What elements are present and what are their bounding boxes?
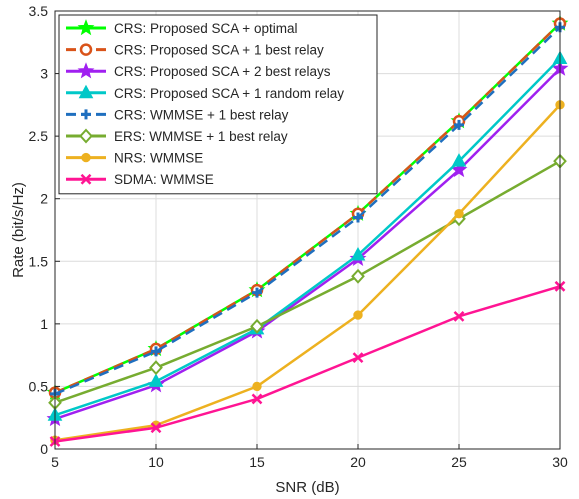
x-axis-label: SNR (dB): [275, 479, 339, 496]
data-point: [148, 373, 164, 387]
legend-marker: [78, 84, 94, 99]
legend-entry: CRS: Proposed SCA + 1 best relay: [66, 43, 324, 58]
legend-label: ERS: WMMSE + 1 best relay: [114, 129, 288, 144]
x-tick-label: 15: [249, 454, 265, 470]
legend: CRS: Proposed SCA + optimal CRS: Proposed…: [58, 14, 378, 195]
data-point: [252, 381, 262, 392]
legend-label: CRS: Proposed SCA + 1 best relay: [114, 43, 324, 58]
legend-entry: CRS: Proposed SCA + 1 random relay: [66, 84, 344, 101]
legend-entry: CRS: WMMSE + 1 best relay: [66, 107, 289, 122]
series-line: [54, 160, 561, 404]
legend-marker: [80, 173, 92, 185]
series-line: [54, 57, 561, 417]
series-line: [54, 22, 561, 394]
legend-entry: NRS: WMMSE: [66, 151, 203, 166]
y-tick-label: 0.5: [29, 378, 49, 394]
data-point: [151, 346, 161, 357]
series-layer: [46, 14, 569, 447]
data-point: [250, 318, 264, 334]
series-line: [54, 104, 561, 442]
y-tick-label: 3: [40, 66, 48, 82]
data-point: [251, 393, 263, 405]
legend-marker: [79, 43, 93, 56]
legend-box: [58, 14, 378, 195]
legend-entry: ERS: WMMSE + 1 best relay: [66, 128, 288, 144]
y-tick-label: 1.5: [29, 253, 49, 269]
legend-entry: CRS: Proposed SCA + optimal: [66, 19, 297, 36]
data-point: [350, 246, 366, 261]
x-tick-label: 30: [552, 454, 568, 470]
legend-label: SDMA: WMMSE: [114, 172, 214, 187]
x-tick-label: 5: [51, 454, 59, 470]
legend-label: CRS: WMMSE + 1 best relay: [114, 107, 289, 122]
legend-marker: [79, 128, 93, 144]
plot-frame: [54, 10, 561, 450]
y-tick-label: 0: [40, 441, 48, 457]
y-axis-label: Rate (bit/s/Hz): [10, 182, 27, 278]
y-tick-label: 1: [40, 316, 48, 332]
legend-marker: [81, 109, 91, 120]
y-tick-label: 2.5: [29, 128, 49, 144]
x-tick-label: 20: [350, 454, 366, 470]
data-point: [252, 287, 262, 298]
legend-marker: [81, 152, 91, 163]
data-point: [351, 268, 365, 284]
legend-marker: [77, 19, 95, 36]
data-point: [149, 360, 163, 376]
legend-label: CRS: Proposed SCA + optimal: [114, 21, 297, 36]
y-tick-label: 3.5: [29, 3, 49, 19]
legend-entry: CRS: Proposed SCA + 2 best relays: [66, 62, 331, 79]
data-point: [451, 153, 467, 167]
legend-marker: [77, 62, 95, 79]
legend-label: CRS: Proposed SCA + 2 best relays: [114, 64, 331, 79]
data-point: [353, 310, 363, 320]
series-line: [54, 26, 561, 396]
series-8: [49, 280, 566, 447]
data-point: [150, 422, 162, 434]
legend-entry: SDMA: WMMSE: [66, 172, 214, 187]
x-tick-label: 25: [451, 454, 467, 470]
x-tick-label: 10: [148, 454, 164, 470]
series-line: [54, 67, 561, 421]
data-point: [352, 352, 364, 364]
data-point: [353, 212, 363, 223]
legend-label: NRS: WMMSE: [114, 151, 203, 166]
series-line: [54, 285, 561, 443]
legend-label: CRS: Proposed SCA + 1 random relay: [114, 86, 344, 101]
data-point: [453, 310, 465, 322]
data-point: [454, 209, 464, 219]
axis-ticks: 5 10 15 20 25 30 0 0.5 1 1.5 2 2.5 3 3.5: [29, 3, 568, 470]
y-tick-label: 2: [40, 191, 48, 207]
data-point: [454, 119, 464, 130]
series-4: [47, 50, 568, 421]
